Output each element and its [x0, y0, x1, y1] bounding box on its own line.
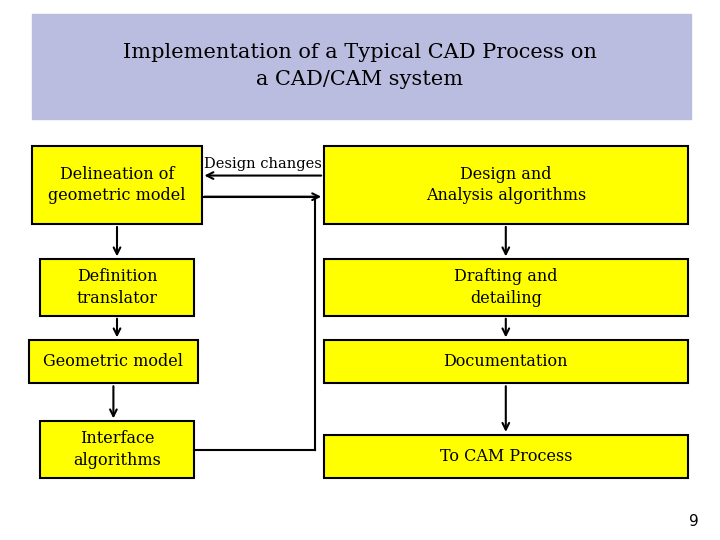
Text: 9: 9 — [688, 514, 698, 529]
FancyBboxPatch shape — [324, 435, 688, 478]
Text: Implementation of a Typical CAD Process on
a CAD/CAM system: Implementation of a Typical CAD Process … — [123, 43, 597, 89]
Text: Delineation of
geometric model: Delineation of geometric model — [48, 166, 186, 204]
FancyBboxPatch shape — [32, 14, 691, 119]
FancyBboxPatch shape — [324, 146, 688, 224]
Text: Geometric model: Geometric model — [43, 353, 184, 370]
Text: Definition
translator: Definition translator — [76, 268, 158, 307]
Text: To CAM Process: To CAM Process — [439, 448, 572, 465]
Text: Drafting and
detailing: Drafting and detailing — [454, 268, 557, 307]
FancyBboxPatch shape — [324, 340, 688, 383]
Text: Design and
Analysis algorithms: Design and Analysis algorithms — [426, 166, 586, 204]
Text: Design changes: Design changes — [204, 157, 322, 171]
FancyBboxPatch shape — [29, 340, 198, 383]
FancyBboxPatch shape — [32, 146, 202, 224]
FancyBboxPatch shape — [324, 259, 688, 316]
Text: Documentation: Documentation — [444, 353, 568, 370]
FancyBboxPatch shape — [40, 259, 194, 316]
Text: Interface
algorithms: Interface algorithms — [73, 430, 161, 469]
FancyBboxPatch shape — [40, 421, 194, 478]
